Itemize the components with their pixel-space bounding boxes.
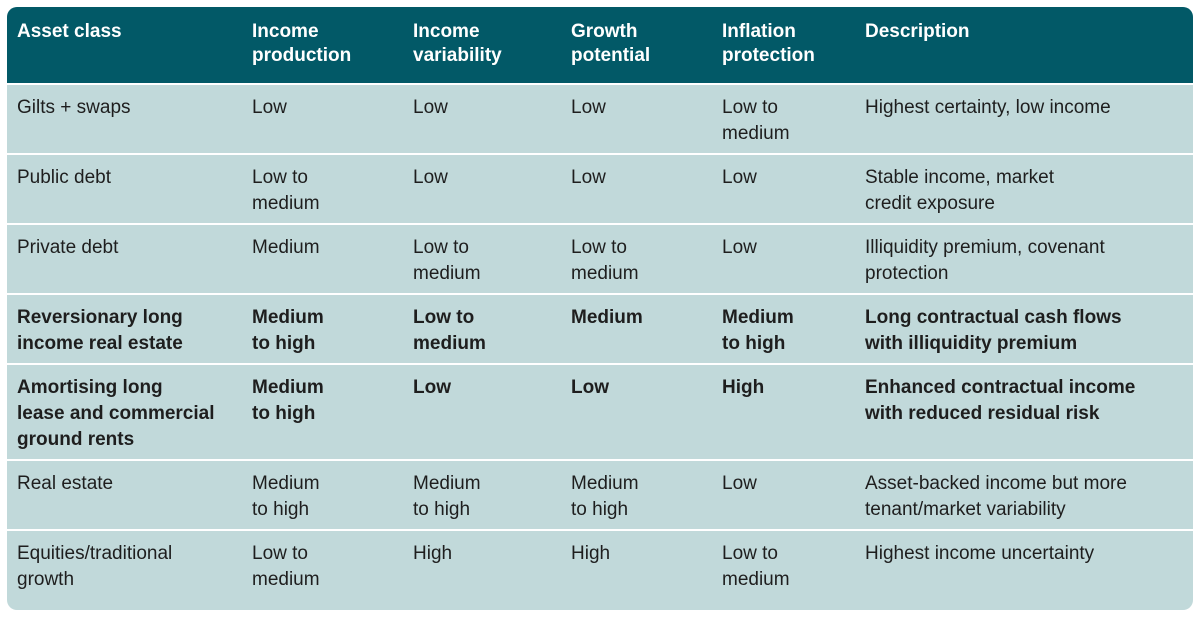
header-row: Asset class Income production Income varia… xyxy=(7,7,1193,84)
cell-asset-class: Private debt xyxy=(17,237,119,258)
cell-description: Enhanced contractual income with reduced… xyxy=(865,377,1136,424)
header-income-variability-label: Income variability xyxy=(413,21,502,66)
cell-description: Illiquidity premium, covenant protection xyxy=(865,237,1105,284)
cell-growth-potential: Medium xyxy=(571,307,643,328)
cell-growth-potential: Low xyxy=(571,377,609,398)
cell-description: Long contractual cash flows with illiqui… xyxy=(865,307,1122,354)
header-growth-potential-label: Growth potential xyxy=(571,21,651,66)
cell-description: Stable income, market credit exposure xyxy=(865,167,1055,214)
cell-income-production: Low to medium xyxy=(252,167,320,214)
cell-growth-potential: Low to medium xyxy=(571,237,639,284)
cell-description: Highest income uncertainty xyxy=(865,543,1095,564)
cell-income-production: Medium to high xyxy=(252,377,324,424)
cell-inflation-protection: Low to medium xyxy=(722,97,790,144)
cell-income-variability: Low xyxy=(413,97,448,118)
cell-inflation-protection: High xyxy=(722,377,765,398)
table-row: Amortising long lease and commercial gro… xyxy=(7,364,1193,460)
cell-growth-potential: Low xyxy=(571,97,606,118)
header-description: Description xyxy=(855,7,1193,84)
table-header: Asset class Income production Income varia… xyxy=(7,7,1193,84)
cell-asset-class: Public debt xyxy=(17,167,112,188)
header-growth-potential: Growth potential xyxy=(561,7,712,84)
cell-description: Asset-backed income but more tenant/mark… xyxy=(865,473,1127,520)
table-body: Gilts + swaps Low Low Low Low to medium … xyxy=(7,84,1193,603)
table-row: Gilts + swaps Low Low Low Low to medium … xyxy=(7,84,1193,154)
cell-income-production: Low xyxy=(252,97,287,118)
cell-income-variability: Low xyxy=(413,377,451,398)
table-row: Reversionary long income real estate Med… xyxy=(7,294,1193,364)
cell-description: Highest certainty, low income xyxy=(865,97,1111,118)
cell-income-production: Low to medium xyxy=(252,543,320,590)
header-income-variability: Income variability xyxy=(403,7,561,84)
cell-inflation-protection: Low xyxy=(722,473,757,494)
header-asset-class-label: Asset class xyxy=(17,21,122,42)
header-income-production-label: Income production xyxy=(252,21,352,66)
cell-asset-class: Reversionary long income real estate xyxy=(17,307,183,354)
cell-inflation-protection: Medium to high xyxy=(722,307,794,354)
table-row: Equities/traditional growth Low to mediu… xyxy=(7,530,1193,603)
header-inflation-protection: Inflation protection xyxy=(712,7,855,84)
header-description-label: Description xyxy=(865,21,970,42)
table-row: Private debt Medium Low to medium Low to… xyxy=(7,224,1193,294)
cell-asset-class: Gilts + swaps xyxy=(17,97,131,118)
cell-inflation-protection: Low to medium xyxy=(722,543,790,590)
cell-income-variability: Low to medium xyxy=(413,307,486,354)
cell-inflation-protection: Low xyxy=(722,237,757,258)
cell-growth-potential: Medium to high xyxy=(571,473,639,520)
cell-income-production: Medium to high xyxy=(252,473,320,520)
cell-growth-potential: Low xyxy=(571,167,606,188)
cell-income-production: Medium xyxy=(252,237,320,258)
asset-class-table: Asset class Income production Income varia… xyxy=(7,7,1193,610)
cell-inflation-protection: Low xyxy=(722,167,757,188)
cell-income-variability: Medium to high xyxy=(413,473,481,520)
cell-growth-potential: High xyxy=(571,543,611,564)
table-row: Real estate Medium to high Medium to hig… xyxy=(7,460,1193,530)
header-inflation-protection-label: Inflation protection xyxy=(722,21,815,66)
comparison-table: Asset class Income production Income varia… xyxy=(7,7,1193,603)
cell-income-variability: Low to medium xyxy=(413,237,481,284)
cell-income-production: Medium to high xyxy=(252,307,324,354)
cell-asset-class: Equities/traditional growth xyxy=(17,543,173,590)
cell-asset-class: Amortising long lease and commercial gro… xyxy=(17,377,215,450)
table-row: Public debt Low to medium Low Low Low St… xyxy=(7,154,1193,224)
header-income-production: Income production xyxy=(242,7,403,84)
cell-asset-class: Real estate xyxy=(17,473,114,494)
cell-income-variability: High xyxy=(413,543,453,564)
header-asset-class: Asset class xyxy=(7,7,242,84)
cell-income-variability: Low xyxy=(413,167,448,188)
